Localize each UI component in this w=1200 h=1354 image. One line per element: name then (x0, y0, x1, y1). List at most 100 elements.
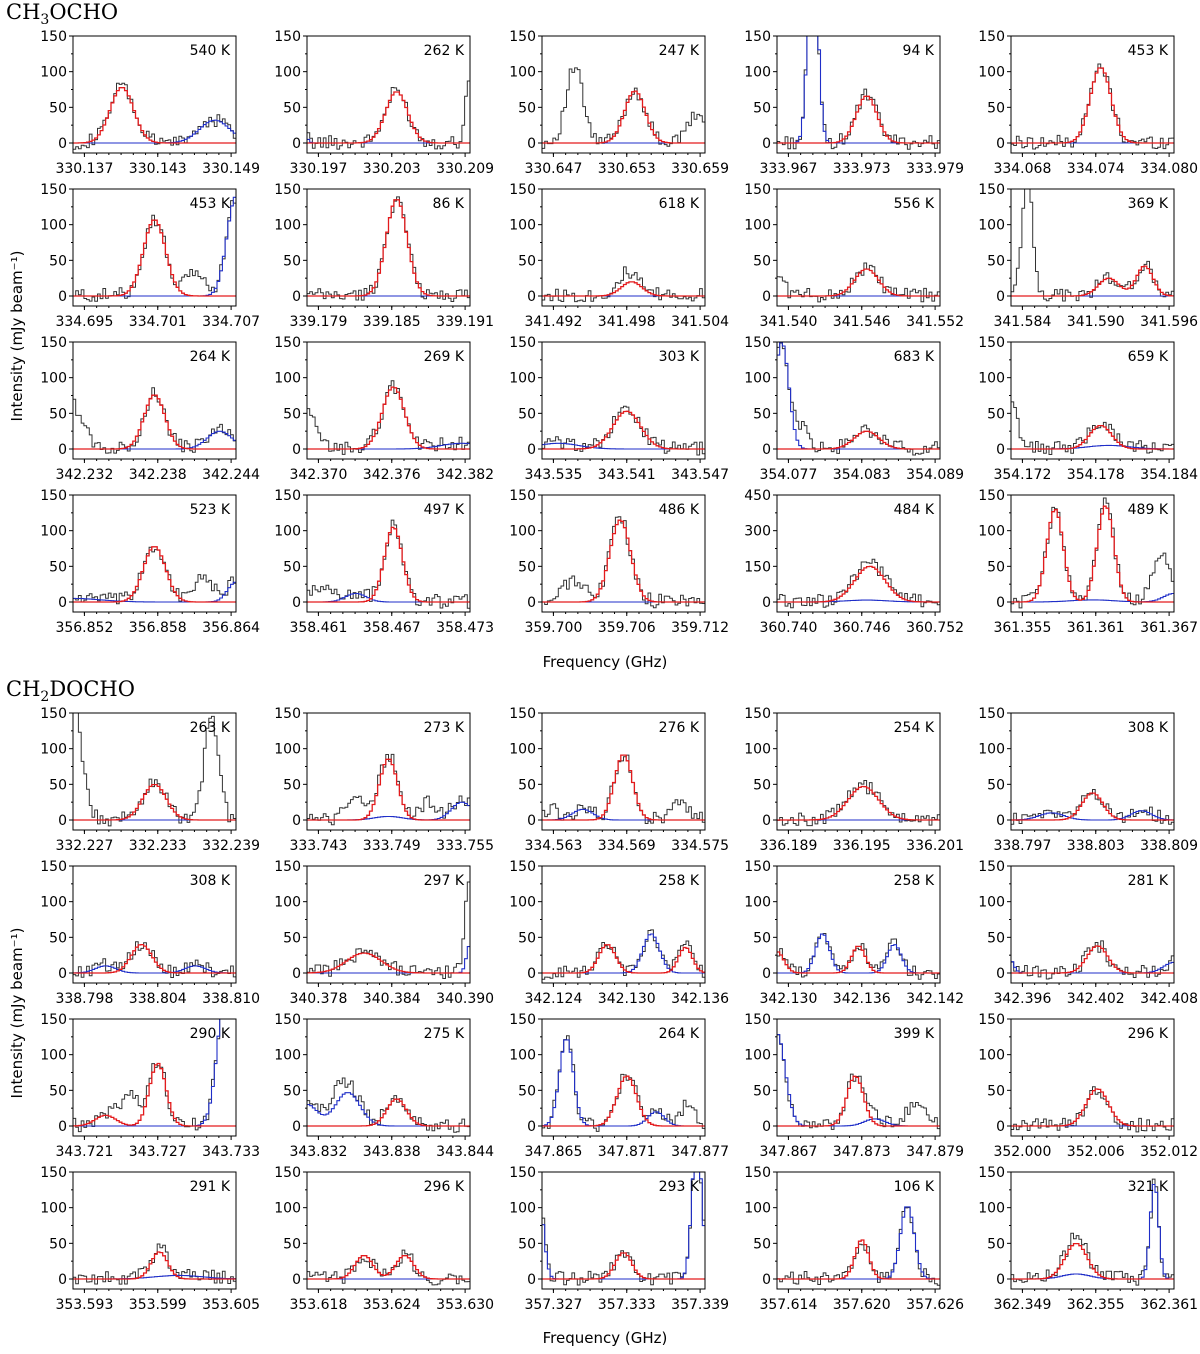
x-tick-label: 330.197 (289, 161, 347, 177)
y-tick-label: 150 (978, 706, 1005, 722)
y-tick-label: 100 (509, 218, 536, 234)
x-tick-label: 343.727 (129, 1144, 187, 1160)
y-tick-label: 450 (744, 488, 771, 504)
y-tick-label: 100 (509, 742, 536, 758)
spectrum-panel: 0 50 100 150 342.124 342.130 342.136 258 K (509, 859, 729, 1007)
x-tick-label: 333.967 (759, 161, 817, 177)
x-tick-label: 347.879 (906, 1144, 964, 1160)
observed-spectrum-line (307, 380, 470, 455)
y-tick-label: 50 (283, 100, 301, 116)
y-tick-label: 50 (753, 930, 771, 946)
panel-frame (72, 341, 237, 460)
y-tick-label: 100 (744, 1201, 771, 1217)
spectrum-panel: 0 50 100 150 354.077 354.083 354.089 683 K (744, 335, 964, 483)
panel-frame (306, 865, 471, 984)
energy-label: 321 K (1128, 1179, 1169, 1195)
x-tick-label: 361.367 (1140, 620, 1198, 636)
y-tick-label: 100 (509, 1048, 536, 1064)
molecule-model-line (1011, 792, 1174, 821)
panel-plot-area (1011, 401, 1174, 455)
y-tick-label: 100 (978, 895, 1005, 911)
y-tick-label: 100 (274, 218, 301, 234)
spectrum-panel: 0 50 100 150 352.000 352.006 352.012 296 K (978, 1012, 1198, 1160)
panel-plot-area (307, 196, 470, 302)
panel-frame (541, 35, 706, 154)
y-tick-label: 100 (509, 895, 536, 911)
panel-frame (541, 712, 706, 831)
y-tick-label: 0 (762, 289, 771, 305)
x-tick-label: 338.804 (129, 991, 187, 1007)
x-tick-label: 338.810 (202, 991, 260, 1007)
x-tick-label: 334.707 (202, 314, 260, 330)
molecule-model-line (777, 785, 940, 821)
y-tick-label: 300 (744, 524, 771, 540)
y-tick-label: 100 (978, 65, 1005, 81)
x-tick-label: 341.504 (671, 314, 729, 330)
x-tick-label: 354.184 (1140, 467, 1198, 483)
panel-plot-area (307, 1249, 470, 1286)
molecule-model-line (73, 87, 236, 144)
y-tick-label: 50 (283, 1083, 301, 1099)
x-tick-label: 347.865 (524, 1144, 582, 1160)
energy-label: 659 K (1128, 349, 1169, 365)
molecule-model-line (1011, 1088, 1174, 1127)
spectrum-panel: 0 50 100 150 356.852 356.858 356.864 523 K (40, 488, 260, 636)
energy-label: 618 K (659, 196, 700, 212)
energy-label: 264 K (190, 349, 231, 365)
y-tick-label: 100 (274, 65, 301, 81)
x-tick-label: 330.659 (671, 161, 729, 177)
other-species-model-line (777, 933, 940, 974)
x-tick-label: 352.006 (1067, 1144, 1125, 1160)
energy-label: 453 K (1128, 43, 1169, 59)
observed-spectrum-line (307, 1249, 470, 1286)
panel-plot-area (777, 342, 940, 456)
y-tick-label: 50 (987, 559, 1005, 575)
panel-frame (541, 494, 706, 613)
x-tick-label: 357.626 (906, 1297, 964, 1313)
panel-frame (776, 188, 941, 307)
x-tick-label: 333.979 (906, 161, 964, 177)
observed-spectrum-line (777, 558, 940, 609)
y-tick-label: 150 (40, 1012, 67, 1028)
y-tick-label: 100 (744, 895, 771, 911)
panel-frame (306, 341, 471, 460)
x-tick-label: 336.195 (833, 838, 891, 854)
y-tick-label: 0 (58, 595, 67, 611)
x-tick-label: 353.618 (289, 1297, 347, 1313)
molecule-model-line (307, 386, 470, 450)
energy-label: 106 K (894, 1179, 935, 1195)
panel-plot-area (73, 941, 236, 978)
y-tick-label: 150 (744, 29, 771, 45)
y-tick-label: 100 (40, 65, 67, 81)
x-tick-label: 338.798 (55, 991, 113, 1007)
observed-spectrum-line (542, 67, 705, 149)
panel-frame (72, 1171, 237, 1290)
panel-frame (306, 712, 471, 831)
panel-frame (1010, 865, 1175, 984)
y-tick-label: 100 (40, 1201, 67, 1217)
y-tick-label: 50 (49, 559, 67, 575)
x-tick-label: 341.584 (993, 314, 1051, 330)
y-tick-label: 50 (518, 1083, 536, 1099)
y-tick-label: 100 (40, 218, 67, 234)
y-tick-label: 150 (509, 182, 536, 198)
x-tick-label: 338.809 (1140, 838, 1198, 854)
spectrum-panel: 0 50 100 150 333.743 333.749 333.755 273 K (274, 706, 494, 854)
panel-plot-area (1011, 497, 1174, 609)
y-tick-label: 150 (509, 706, 536, 722)
observed-spectrum-line (777, 933, 940, 980)
y-tick-label: 0 (58, 1272, 67, 1288)
panel-plot-area (1011, 1178, 1174, 1286)
molecule-model-line (307, 758, 470, 821)
energy-label: 453 K (190, 196, 231, 212)
y-tick-label: 0 (292, 966, 301, 982)
panel-plot-area (542, 1172, 705, 1286)
x-tick-label: 356.858 (129, 620, 187, 636)
y-tick-label: 150 (509, 1165, 536, 1181)
energy-label: 273 K (424, 720, 465, 736)
energy-label: 258 K (659, 873, 700, 889)
x-tick-label: 343.832 (289, 1144, 347, 1160)
y-tick-label: 100 (744, 65, 771, 81)
energy-label: 276 K (659, 720, 700, 736)
